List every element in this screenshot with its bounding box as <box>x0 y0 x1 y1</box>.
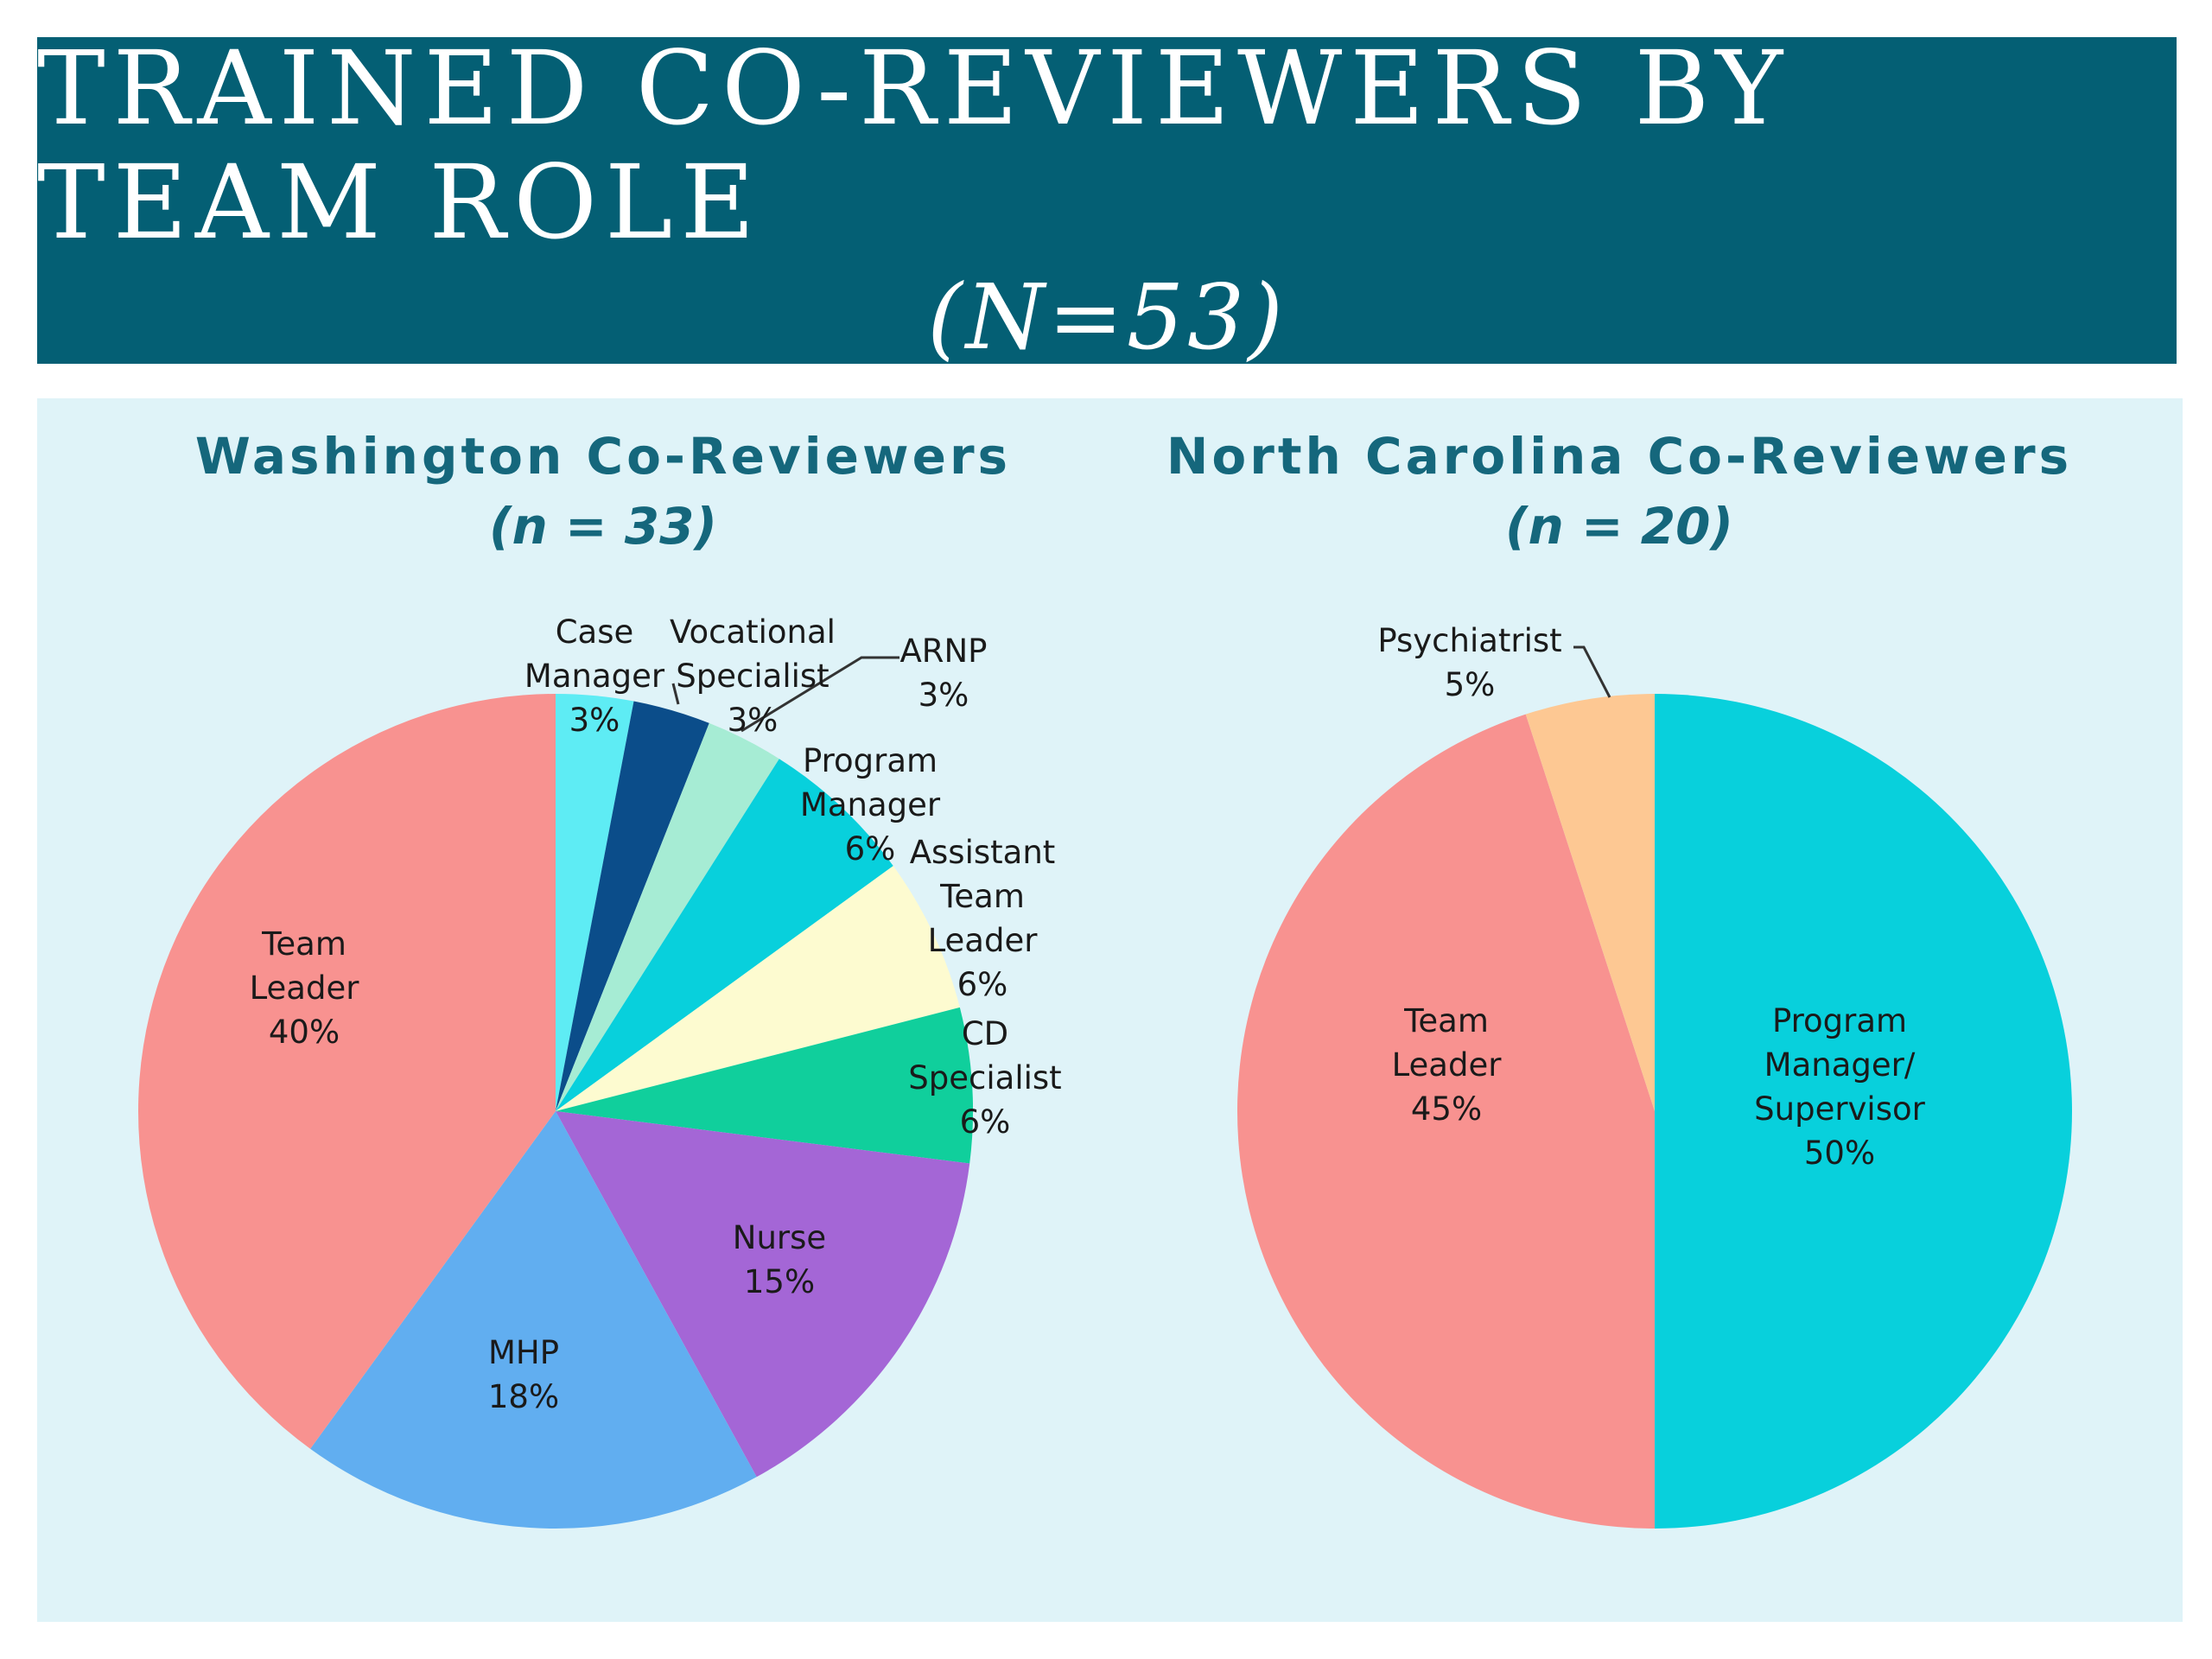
washington-slice-assistant-team-leader <box>556 866 960 1111</box>
slide-subtitle: (N=53) <box>927 264 1287 371</box>
washington-slice-cd-specialist <box>556 1007 974 1164</box>
washington-label-assistant-team-leader: Assistant Team Leader 6% <box>910 834 1056 1003</box>
washington-slice-team-leader <box>137 694 556 1449</box>
north-carolina-label-team-leader: Team Leader 45% <box>1392 1002 1503 1128</box>
north-carolina-leader-lines <box>1573 645 1611 698</box>
washington-pie-chart: Washington Co-Reviewers (n = 33) Case Man… <box>137 427 1062 1529</box>
washington-label-arnp: ARNP 3% <box>899 632 987 714</box>
washington-slice-nurse <box>556 1111 970 1478</box>
washington-label-case-manager: Case Manager 3% <box>524 613 665 739</box>
washington-slice-mhp <box>310 1111 757 1529</box>
washington-label-nurse: Nurse 15% <box>733 1219 826 1300</box>
washington-label-program-manager: Program Manager 6% <box>800 742 941 868</box>
north-carolina-chart-title: North Carolina Co-Reviewers <box>1166 427 2072 486</box>
charts-canvas: Washington Co-Reviewers (n = 33) Case Man… <box>137 427 2072 1529</box>
chart-panel: Washington Co-Reviewers (n = 33) Case Man… <box>37 398 2183 1622</box>
washington-leader-lines <box>671 656 899 733</box>
north-carolina-chart-subtitle: (n = 20) <box>1505 497 1733 556</box>
washington-slice-vocational-specialist <box>556 701 709 1111</box>
washington-label-mhp: MHP 18% <box>488 1334 559 1415</box>
washington-chart-title: Washington Co-Reviewers <box>195 427 1011 486</box>
washington-slice-program-manager <box>556 759 893 1111</box>
washington-chart-subtitle: (n = 33) <box>489 497 717 556</box>
north-carolina-slice-team-leader <box>1236 714 1655 1529</box>
washington-slice-arnp <box>556 722 779 1111</box>
washington-slice-case-manager <box>556 694 634 1111</box>
washington-label-cd-specialist: CD Specialist 6% <box>908 1015 1061 1141</box>
north-carolina-pie-chart: North Carolina Co-Reviewers (n = 20) Pro… <box>1166 427 2072 1529</box>
washington-label-vocational-specialist: Vocational Specialist 3% <box>670 613 836 739</box>
slide-title: TRAINED CO-REVIEWERS BY TEAM ROLE <box>37 29 1791 263</box>
north-carolina-slice-program-manager-supervisor <box>1655 694 2072 1529</box>
washington-label-team-leader: Team Leader 40% <box>250 925 360 1051</box>
north-carolina-slice-psychiatrist <box>1525 694 1655 1111</box>
north-carolina-label-psychiatrist: Psychiatrist 5% <box>1377 622 1561 703</box>
title-banner: TRAINED CO-REVIEWERS BY TEAM ROLE (N=53) <box>37 31 2177 369</box>
north-carolina-label-program-manager-supervisor: Program Manager/Supervisor 50% <box>1754 1002 1925 1172</box>
